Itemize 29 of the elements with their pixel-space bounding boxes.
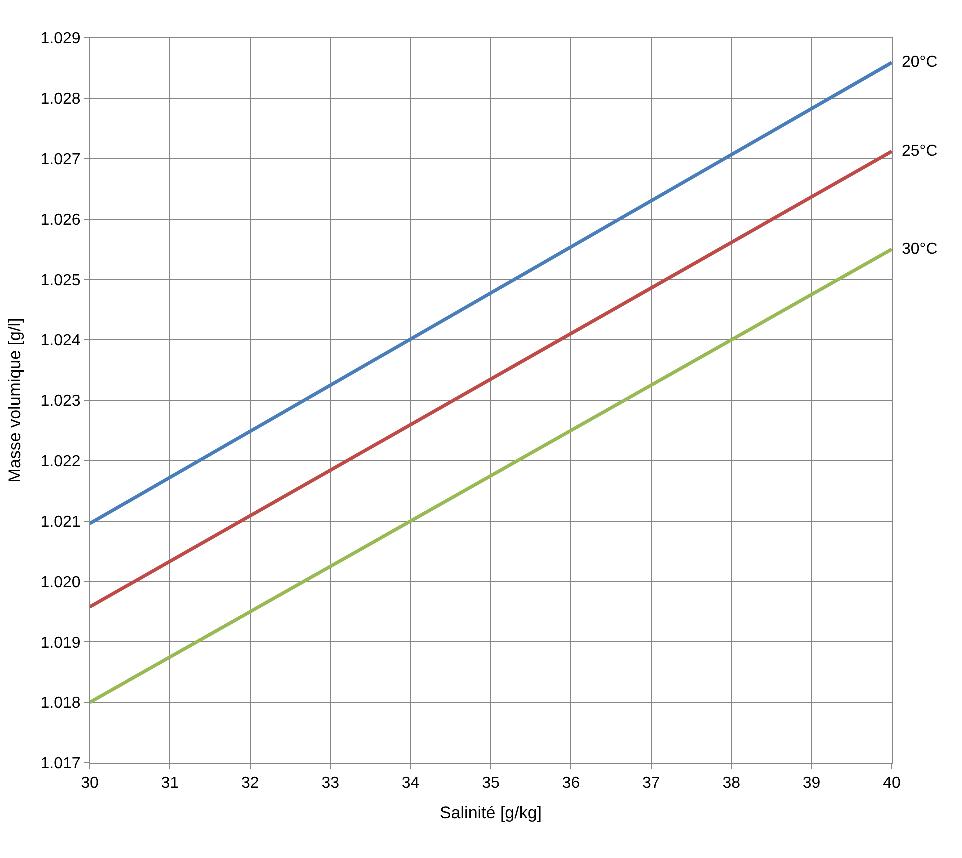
- y-tick-label: 1.017: [40, 756, 81, 773]
- x-tick-label: 39: [802, 775, 821, 792]
- y-tick-label: 1.018: [40, 695, 81, 712]
- y-tick-label: 1.026: [40, 212, 81, 229]
- x-tick-label: 30: [81, 775, 99, 792]
- series-label: 20°C: [902, 54, 938, 71]
- x-tick-label: 35: [482, 775, 500, 792]
- x-tick-label: 36: [562, 775, 580, 792]
- y-tick-label: 1.021: [40, 514, 81, 531]
- x-axis-title: Salinité [g/kg]: [440, 804, 542, 823]
- x-tick-label: 40: [883, 775, 901, 792]
- x-tick-label: 37: [642, 775, 660, 792]
- x-tick-label: 32: [242, 775, 260, 792]
- y-axis-title: Masse volumique [g/l]: [5, 318, 24, 483]
- x-tick-label: 31: [161, 775, 180, 792]
- series-label: 25°C: [902, 143, 938, 160]
- y-tick-label: 1.028: [40, 91, 81, 108]
- x-tick-label: 33: [322, 775, 340, 792]
- y-tick-label: 1.027: [40, 151, 81, 168]
- y-tick-label: 1.022: [40, 454, 81, 471]
- y-tick-label: 1.029: [40, 30, 81, 48]
- y-tick-label: 1.024: [40, 332, 81, 350]
- x-tick-label: 34: [402, 775, 420, 792]
- series-label: 30°C: [902, 241, 938, 258]
- y-tick-label: 1.019: [40, 634, 81, 652]
- x-tick-label: 38: [722, 775, 741, 792]
- y-tick-label: 1.020: [40, 574, 81, 592]
- y-tick-label: 1.025: [40, 272, 81, 290]
- y-tick-label: 1.023: [40, 393, 81, 410]
